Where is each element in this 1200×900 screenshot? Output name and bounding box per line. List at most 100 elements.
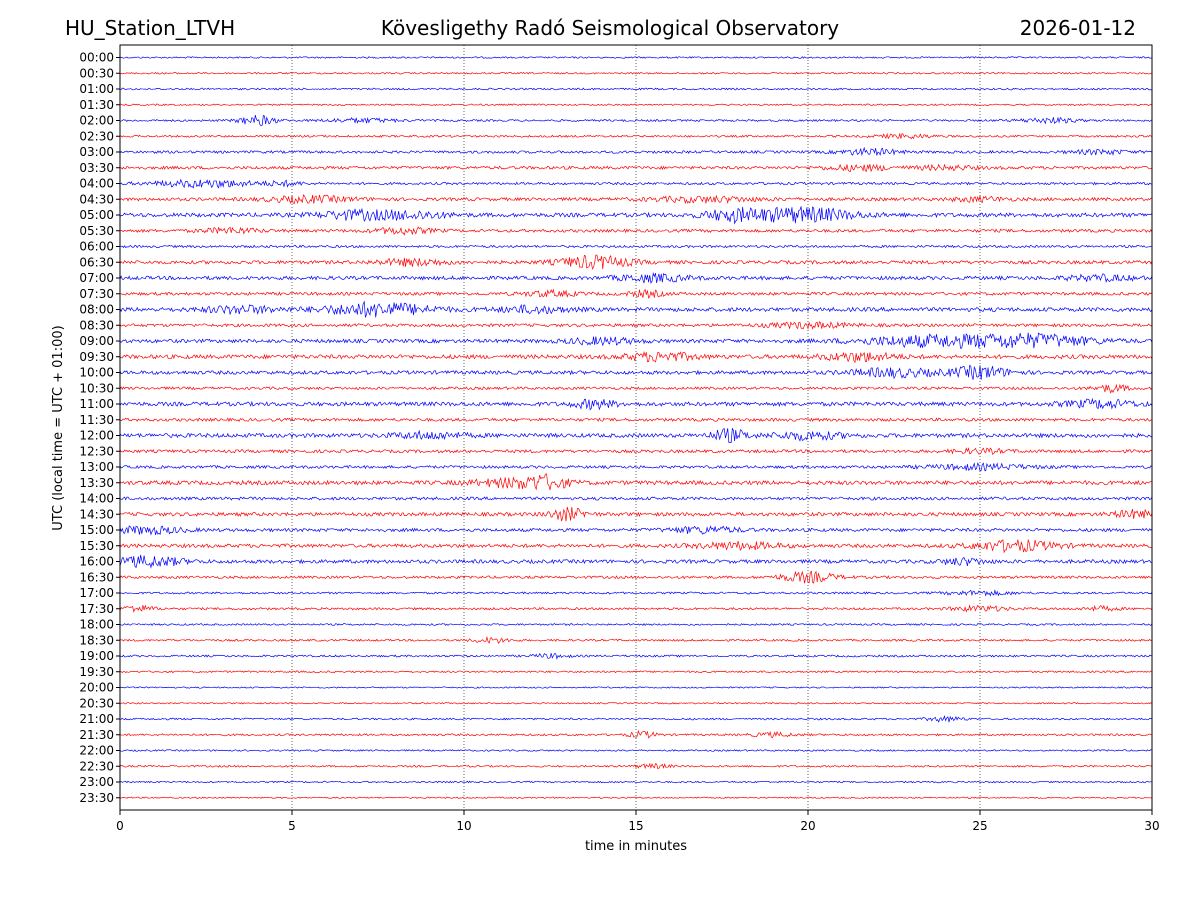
row-time-label: 08:00 [79,303,114,317]
trace-0400 [119,178,1153,189]
trace-0530 [119,226,1153,236]
row-time-label: 14:00 [79,492,114,506]
row-time-label: 05:00 [79,208,114,222]
row-time-label: 16:00 [79,555,114,569]
trace-1030 [119,383,1153,394]
row-time-label: 10:30 [79,381,114,395]
row-time-label: 07:30 [79,287,114,301]
trace-1000 [119,364,1153,380]
row-time-label: 02:00 [79,114,114,128]
trace-0200 [119,114,1153,127]
row-time-label: 03:00 [79,145,114,159]
trace-1700 [119,589,1153,597]
trace-0100 [119,87,1153,91]
row-time-label: 08:30 [79,318,114,332]
trace-0600 [119,244,1153,249]
trace-2300 [119,780,1153,784]
trace-1930 [119,670,1153,674]
trace-0930 [119,350,1153,364]
row-time-label: 23:00 [79,775,114,789]
row-time-label: 00:00 [79,51,114,65]
trace-0030 [119,71,1153,75]
trace-1230 [119,447,1153,455]
trace-0000 [119,56,1153,59]
trace-0900 [119,332,1153,349]
trace-2330 [119,796,1153,799]
row-time-label: 13:30 [79,476,114,490]
row-time-label: 14:30 [79,507,114,521]
trace-0700 [119,272,1153,284]
row-time-label: 16:30 [79,570,114,584]
row-time-label: 13:00 [79,460,114,474]
trace-1500 [119,525,1153,536]
trace-1530 [119,538,1153,554]
trace-1730 [119,604,1153,613]
trace-1200 [119,428,1153,443]
trace-2200 [119,749,1153,752]
row-time-label: 09:30 [79,350,114,364]
trace-0130 [119,103,1153,107]
row-time-label: 12:30 [79,444,114,458]
row-time-label: 11:00 [79,397,114,411]
chart-title: Kövesligethy Radó Seismological Observat… [381,16,839,40]
row-time-label: 03:30 [79,161,114,175]
trace-2230 [119,762,1153,770]
trace-0330 [119,163,1153,173]
trace-1600 [119,554,1153,569]
x-tick-label: 10 [456,819,471,833]
row-time-label: 22:00 [79,744,114,758]
row-time-label: 09:00 [79,334,114,348]
x-tick-label: 15 [628,819,643,833]
row-time-label: 06:00 [79,240,114,254]
x-tick-label: 30 [1144,819,1159,833]
row-time-label: 01:30 [79,98,114,112]
trace-1330 [119,473,1153,491]
row-time-label: 17:30 [79,602,114,616]
trace-0230 [119,132,1153,140]
row-time-label: 04:00 [79,177,114,191]
row-time-label: 20:00 [79,681,114,695]
row-time-label: 17:00 [79,586,114,600]
row-time-label: 05:30 [79,224,114,238]
x-axis-label: time in minutes [585,839,687,854]
trace-1430 [119,506,1153,522]
x-tick-label: 0 [116,819,124,833]
row-time-label: 20:30 [79,696,114,710]
trace-0430 [119,194,1153,205]
row-time-label: 10:00 [79,366,114,380]
station-name: HU_Station_LTVH [65,16,235,40]
trace-0800 [119,300,1153,318]
trace-2030 [119,702,1153,705]
row-time-label: 23:30 [79,791,114,805]
trace-1630 [119,570,1153,584]
trace-0630 [119,254,1153,270]
trace-1830 [119,635,1153,644]
trace-0830 [119,321,1153,330]
row-time-label: 18:30 [79,633,114,647]
row-time-label: 07:00 [79,271,114,285]
row-time-label: 15:00 [79,523,114,537]
trace-1800 [119,623,1153,627]
trace-2130 [119,729,1153,739]
x-tick-label: 20 [800,819,815,833]
row-time-label: 12:00 [79,429,114,443]
chart-date: 2026-01-12 [1020,16,1136,40]
y-axis-label: UTC (local time = UTC + 01:00) [51,325,66,530]
row-time-label: 21:30 [79,728,114,742]
trace-0730 [119,288,1153,299]
trace-1130 [119,417,1153,423]
row-time-label: 01:00 [79,82,114,96]
row-time-label: 22:30 [79,759,114,773]
row-time-label: 19:30 [79,665,114,679]
trace-1100 [119,397,1153,411]
trace-1400 [119,496,1153,501]
trace-0500 [119,206,1153,225]
x-tick-label: 5 [288,819,296,833]
row-time-label: 06:30 [79,255,114,269]
row-time-label: 19:00 [79,649,114,663]
trace-1900 [119,653,1153,660]
row-time-label: 18:00 [79,618,114,632]
